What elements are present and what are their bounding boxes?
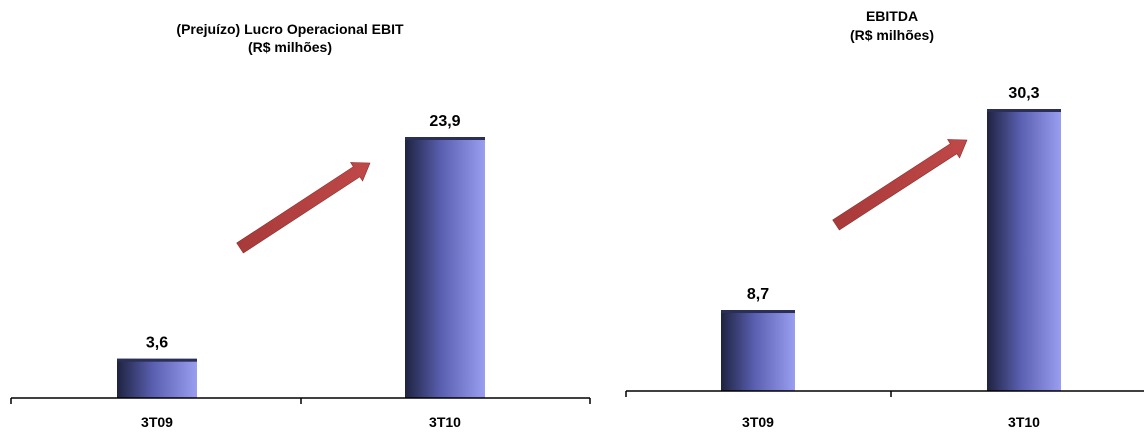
- chart-ebit-data-label-3T09: 3,6: [146, 335, 168, 352]
- chart-ebitda: EBITDA (R$ milhões) 8,7 30,3 3T09 3T10: [625, 8, 1144, 430]
- chart-ebit-data-label-3T10: 23,9: [429, 113, 460, 130]
- chart-ebit-bar-top-edge-3T09: [117, 358, 197, 362]
- chart-ebitda-bar-3T09: [721, 310, 795, 391]
- chart-ebitda-bar-top-edge-3T10: [987, 109, 1061, 112]
- chart-ebitda-trend-arrow: [832, 139, 968, 231]
- chart-ebit-bar-3T10: [405, 137, 485, 398]
- chart-ebitda-bar-top-edge-3T09: [721, 310, 795, 314]
- chart-ebitda-subtitle: (R$ milhões): [850, 27, 934, 43]
- chart-ebit-tick-label-3T10: 3T10: [429, 414, 461, 430]
- chart-ebitda-bar-3T10: [987, 109, 1061, 391]
- chart-ebit-bar-top-edge-3T10: [405, 137, 485, 140]
- chart-ebit-bar-3T09: [117, 358, 197, 398]
- chart-ebit-trend-arrow: [236, 162, 371, 254]
- chart-ebitda-title: EBITDA: [866, 8, 918, 24]
- chart-ebitda-data-label-3T09: 8,7: [747, 286, 769, 303]
- chart-ebitda-data-label-3T10: 30,3: [1008, 85, 1039, 102]
- chart-ebit-title: (Prejuízo) Lucro Operacional EBIT: [176, 21, 404, 37]
- chart-ebitda-tick-label-3T10: 3T10: [1008, 414, 1040, 430]
- chart-ebit-subtitle: (R$ milhões): [248, 39, 332, 55]
- chart-ebitda-tick-label-3T09: 3T09: [742, 414, 774, 430]
- chart-ebit-tick-label-3T09: 3T09: [141, 414, 173, 430]
- chart-ebit: (Prejuízo) Lucro Operacional EBIT (R$ mi…: [10, 21, 591, 430]
